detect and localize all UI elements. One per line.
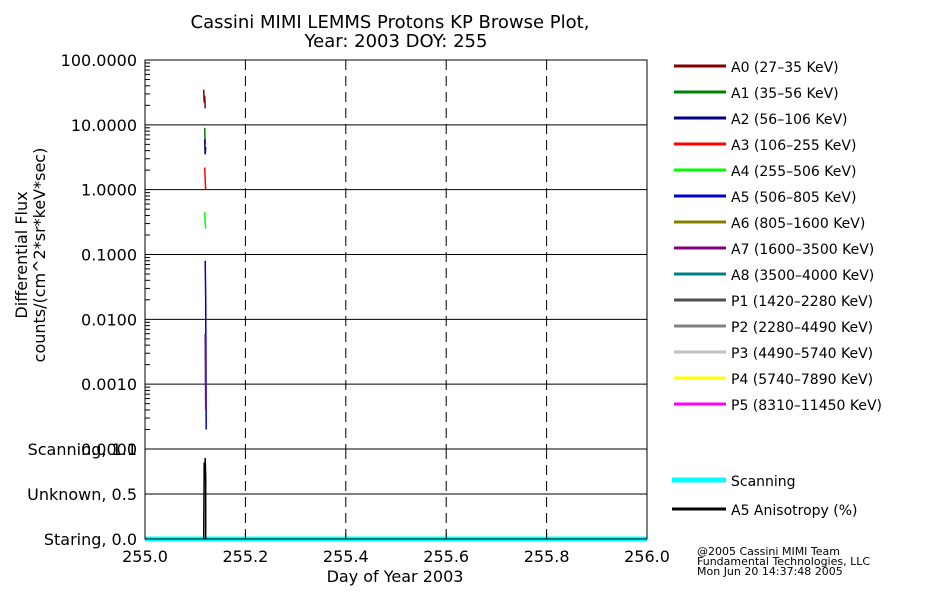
x-tick-label: 255.2 [222,547,268,566]
legend-label: Scanning [731,474,796,490]
chart-subtitle: Year: 2003 DOY: 255 [304,31,488,52]
bottom-panel-frame [144,448,648,540]
y-axis-label: Differential Flux [12,191,31,318]
legend-label: A0 (27–35 KeV) [731,60,839,76]
y-tick-label: 100.0000 [61,51,137,70]
legend-label: A5 Anisotropy (%) [731,503,858,519]
bottom-y-tick-label: Unknown, 0.5 [27,485,137,504]
legend-label: P1 (1420–2280 KeV) [731,294,873,310]
x-axis-ticks: 255.0 255.2 255.4 255.6 255.8 256.0 [122,533,670,566]
legend-label: P4 (5740–7890 KeV) [731,372,873,388]
credit-line-2: Fundamental Technologies, LLC [697,555,870,568]
series-line [204,333,207,411]
x-tick-label: 255.0 [122,547,168,566]
credit-line-3: Mon Jun 20 14:37:48 2005 [697,565,843,578]
legend-label: A7 (1600–3500 KeV) [731,242,874,258]
y-tick-label: 0.0100 [81,310,137,329]
y-tick-label: 0.1000 [81,246,137,265]
bottom-panel-y-ticks: Staring, 0.0 Unknown, 0.5 Scanning, 1.0 [27,440,137,549]
legend-label: P5 (8310–11450 KeV) [731,398,882,414]
series-line [202,89,206,109]
legend-label: A8 (3500–4000 KeV) [731,268,874,284]
legend-label: A5 (506–805 KeV) [731,190,856,206]
legend-bottom-panel: Scanning A5 Anisotropy (%) [672,474,858,519]
y-axis-units: counts/(cm^2*sr*keV*sec) [30,148,49,363]
credit-line-1: @2005 Cassini MIMI Team [697,545,840,558]
series-line [203,139,207,155]
top-panel-series [202,89,207,430]
bottom-panel-grid [145,449,647,539]
legend-label: A3 (106–255 KeV) [731,138,856,154]
chart-title: Cassini MIMI LEMMS Protons KP Browse Plo… [191,12,590,33]
top-panel-grid [145,59,647,450]
series-line [203,167,207,190]
x-axis-label: Day of Year 2003 [327,567,464,586]
bottom-y-tick-label: Staring, 0.0 [44,530,137,549]
legend-label: P2 (2280–4490 KeV) [731,320,873,336]
y-tick-label: 0.0010 [81,375,137,394]
y-tick-label: 1.0000 [81,181,137,200]
legend-label: A4 (255–506 KeV) [731,164,856,180]
y-tick-label: 10.0000 [71,116,137,135]
legend-energy-channels: A0 (27–35 KeV) A1 (35–56 KeV) A2 (56–106 K… [674,60,882,414]
x-tick-label: 255.6 [423,547,469,566]
legend-label: A6 (805–1600 KeV) [731,216,865,232]
bottom-y-tick-label: Scanning, 1.0 [28,440,137,459]
y-tick-label: 0.0001 [81,440,137,459]
bottom-series-line [202,457,207,540]
x-tick-label: 255.8 [524,547,570,566]
x-tick-label: 256.0 [624,547,670,566]
top-panel-y-ticks: 100.0000 10.0000 1.0000 0.1000 0.0100 0.0010 0… [61,51,137,459]
x-tick-label: 255.4 [323,547,369,566]
legend-label: A1 (35–56 KeV) [731,86,839,102]
legend-label: A2 (56–106 KeV) [731,112,848,128]
legend-label: P3 (4490–5740 KeV) [731,346,873,362]
series-line [203,212,207,229]
bottom-panel-series [145,457,647,542]
